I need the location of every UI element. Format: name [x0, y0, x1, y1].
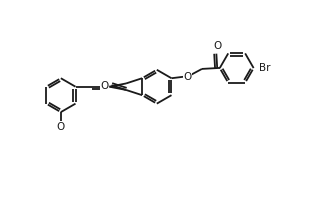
- Text: Br: Br: [259, 63, 270, 73]
- Text: O: O: [100, 81, 109, 91]
- Text: O: O: [213, 41, 221, 51]
- Text: O: O: [57, 121, 65, 131]
- Text: O: O: [183, 71, 192, 81]
